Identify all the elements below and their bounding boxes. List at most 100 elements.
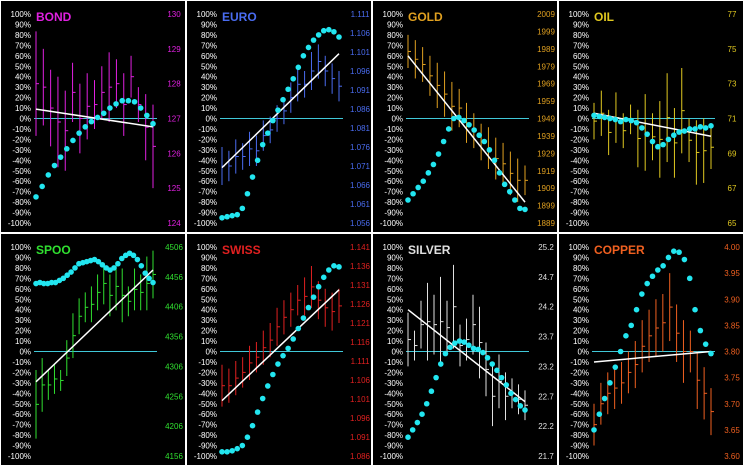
pct-tick-label: 20% — [573, 94, 589, 103]
baby-blue-dot — [244, 434, 251, 440]
trend-line — [35, 108, 154, 128]
baby-blue-dot — [224, 213, 230, 220]
pct-tick-label: 30% — [573, 316, 589, 325]
pct-tick-label: 30% — [15, 83, 31, 92]
pct-tick-label: -60% — [12, 410, 31, 419]
panel-title: BOND — [36, 10, 72, 24]
pct-tick-label: -50% — [570, 167, 589, 176]
price-tick-label: 1.091 — [350, 86, 371, 95]
pct-tick-label: -20% — [570, 368, 589, 377]
price-tick-label: 1979 — [537, 62, 555, 71]
price-tick-label: 1.101 — [350, 48, 371, 57]
baby-blue-dot — [305, 304, 312, 311]
baby-blue-dot — [414, 419, 421, 426]
baby-blue-dot — [644, 131, 650, 137]
price-tick-label: 3.80 — [724, 348, 740, 357]
pct-tick-label: 70% — [15, 274, 31, 283]
pct-tick-label: 70% — [573, 41, 589, 50]
pct-tick-label: 0% — [391, 115, 403, 124]
pct-tick-label: 100% — [11, 243, 31, 252]
baby-blue-dot — [494, 367, 500, 374]
pct-tick-label: -10% — [570, 125, 589, 134]
pct-tick-label: -40% — [198, 156, 217, 165]
pct-tick-label: -10% — [198, 125, 217, 134]
pct-tick-label: -50% — [12, 400, 31, 409]
pct-tick-label: 60% — [201, 52, 217, 61]
pct-tick-label: -10% — [570, 358, 589, 367]
pct-tick-label: -30% — [570, 146, 589, 155]
price-tick-label: 1909 — [537, 184, 555, 193]
pct-tick-label: -70% — [198, 421, 217, 430]
baby-blue-dot — [224, 449, 230, 455]
price-tick-label: 2009 — [537, 10, 555, 19]
baby-blue-dot — [440, 138, 447, 145]
pct-tick-label: 10% — [15, 104, 31, 113]
baby-blue-dot — [456, 338, 463, 344]
baby-blue-dot — [476, 132, 483, 139]
baby-blue-dot — [336, 264, 342, 270]
pct-tick-label: 20% — [387, 94, 403, 103]
baby-blue-dot — [229, 212, 235, 219]
pct-tick-label: -30% — [384, 379, 403, 388]
pct-tick-label: 80% — [387, 31, 403, 40]
price-tick-label: 1889 — [537, 219, 555, 228]
baby-blue-dot — [76, 130, 82, 136]
baby-blue-dot — [437, 361, 444, 367]
pct-tick-label: 100% — [197, 10, 217, 19]
price-tick-label: 3.75 — [724, 374, 740, 383]
pct-tick-label: 60% — [15, 285, 31, 294]
baby-blue-dot — [428, 388, 435, 395]
price-tick-label: 1959 — [537, 97, 555, 106]
pct-tick-label: -90% — [12, 442, 31, 451]
baby-blue-dot — [445, 126, 452, 132]
price-tick-label: 73 — [728, 80, 737, 89]
baby-blue-dot — [665, 254, 672, 261]
pct-tick-label: -80% — [570, 431, 589, 440]
baby-blue-dot — [280, 352, 286, 359]
pct-tick-label: 90% — [15, 253, 31, 262]
baby-blue-dot — [447, 344, 453, 351]
pct-tick-label: 60% — [573, 285, 589, 294]
price-tick-label: 1.061 — [350, 200, 371, 209]
baby-blue-dot — [496, 170, 503, 176]
baby-blue-dot — [430, 161, 437, 168]
baby-blue-dot — [150, 279, 156, 286]
baby-blue-dot — [697, 327, 704, 334]
pct-tick-label: -100% — [8, 219, 31, 228]
pct-tick-label: 80% — [15, 264, 31, 273]
pct-tick-label: -70% — [12, 421, 31, 430]
baby-blue-dot — [305, 44, 312, 51]
pct-tick-label: -20% — [12, 135, 31, 144]
pct-tick-label: -10% — [384, 358, 403, 367]
baby-blue-dot — [51, 162, 58, 169]
baby-blue-dot — [142, 270, 148, 276]
pct-tick-label: 0% — [19, 348, 31, 357]
baby-blue-dot — [486, 147, 493, 153]
baby-blue-dot — [219, 214, 225, 221]
baby-blue-dot — [484, 354, 491, 361]
price-tick-label: 1.071 — [350, 162, 371, 171]
pct-tick-label: -60% — [570, 410, 589, 419]
baby-blue-dot — [119, 255, 125, 262]
panel-frame — [558, 0, 743, 233]
price-tick-label: 1.101 — [350, 395, 371, 404]
price-tick-label: 1.116 — [350, 338, 370, 347]
pct-tick-label: -70% — [198, 188, 217, 197]
pct-tick-label: -20% — [12, 368, 31, 377]
baby-blue-dot — [670, 132, 677, 139]
pct-tick-label: -60% — [12, 177, 31, 186]
pct-tick-label: -90% — [12, 209, 31, 218]
baby-blue-dot — [665, 136, 672, 143]
price-tick-label: 65 — [728, 219, 737, 228]
pct-tick-label: 60% — [387, 285, 403, 294]
pct-tick-label: -70% — [570, 421, 589, 430]
pct-tick-label: 90% — [387, 253, 403, 262]
pct-tick-label: -60% — [384, 177, 403, 186]
pct-tick-label: -90% — [384, 209, 403, 218]
pct-tick-label: 30% — [201, 316, 217, 325]
baby-blue-dot — [82, 124, 89, 130]
pct-tick-label: -70% — [384, 188, 403, 197]
pct-tick-label: 50% — [573, 62, 589, 71]
baby-blue-dot — [522, 206, 528, 213]
baby-blue-dot — [466, 121, 472, 128]
